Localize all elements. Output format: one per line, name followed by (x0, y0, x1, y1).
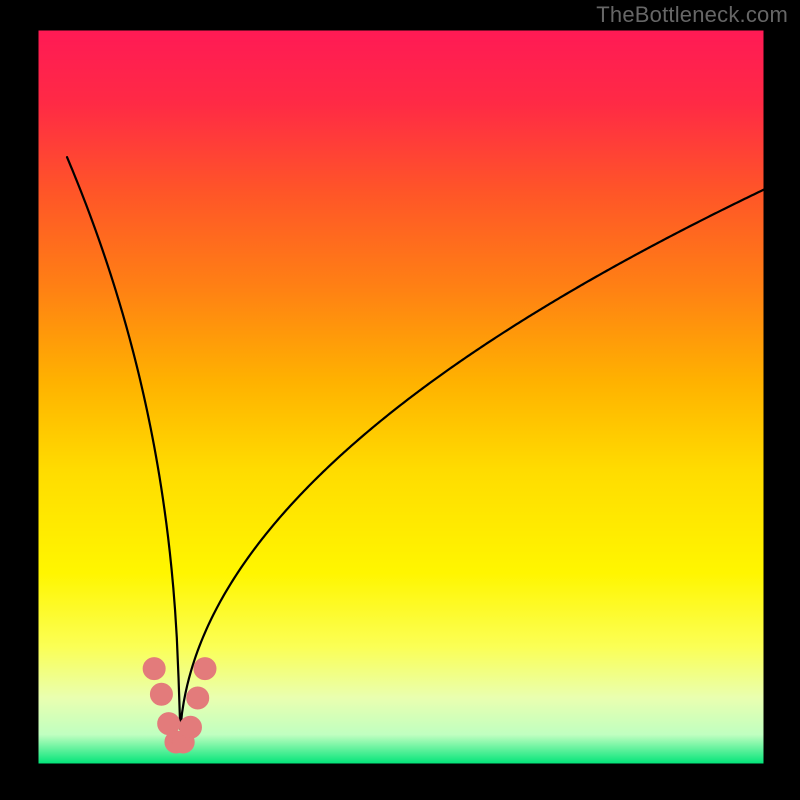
plot-area (38, 30, 764, 764)
trough-marker (150, 683, 172, 705)
trough-marker (187, 687, 209, 709)
trough-marker (194, 658, 216, 680)
bottleneck-chart (0, 0, 800, 800)
trough-marker (179, 716, 201, 738)
chart-container: TheBottleneck.com (0, 0, 800, 800)
watermark-label: TheBottleneck.com (596, 2, 788, 28)
trough-marker (143, 658, 165, 680)
